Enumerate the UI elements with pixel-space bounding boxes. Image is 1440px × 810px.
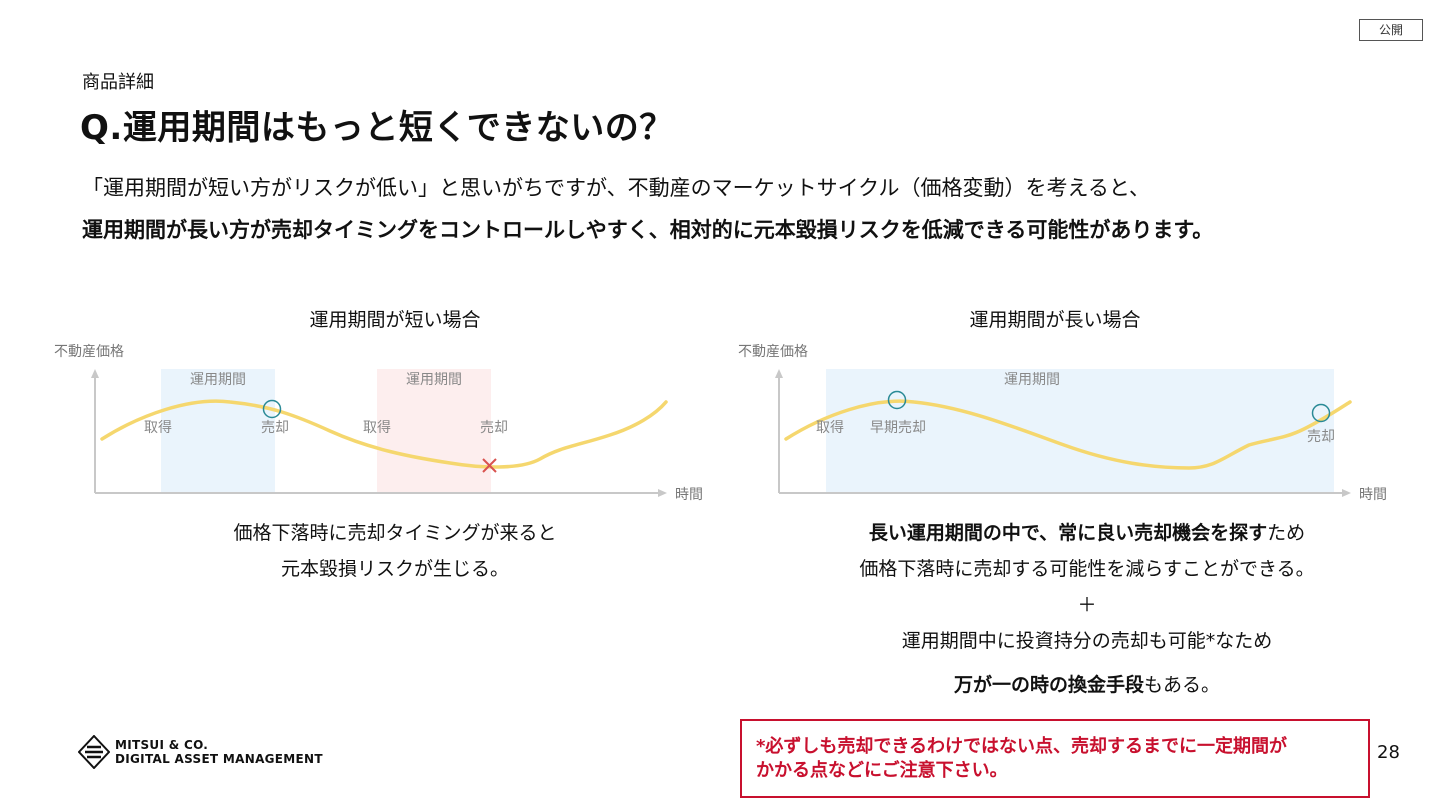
left-y-axis-arrow (91, 369, 99, 378)
page-title: Q.運用期間はもっと短くできないの？ (80, 108, 674, 148)
right-chart-title: 運用期間が長い場合 (969, 309, 1141, 331)
left-x-label: 時間 (675, 487, 703, 503)
left-y-label: 不動産価格 (54, 344, 124, 360)
right-caption-line-1-bold: 長い運用期間の中で、常に良い売却機会を探す (868, 522, 1268, 544)
right-caption-line-4: 万が一の時の換金手段もある。 (810, 667, 1364, 703)
left-x-axis-arrow (658, 489, 667, 497)
right-y-label: 不動産価格 (738, 344, 808, 360)
disclaimer-line-2: かかる点などにご注意下さい。 (756, 760, 1008, 781)
right-period-label: 運用期間 (1004, 372, 1060, 388)
intro-line-1: 「運用期間が短い方がリスクが低い」と思いがちですが、不動産のマーケットサイクル（… (82, 176, 1151, 200)
left-sell-1-label: 売却 (261, 420, 289, 436)
right-sell-label: 売却 (1307, 429, 1335, 445)
left-caption-line-1: 価格下落時に売却タイミングが来ると (233, 522, 557, 544)
right-caption-line-1: 長い運用期間の中で、常に良い売却機会を探すため (810, 515, 1364, 551)
right-caption-line-3: 運用期間中に投資持分の売却も可能*なため (901, 630, 1273, 652)
right-y-axis-arrow (775, 369, 783, 378)
right-caption-line-2: 価格下落時に売却する可能性を減らすことができる。 (859, 558, 1315, 580)
right-caption-line-4-rest: もある。 (1144, 674, 1221, 696)
right-period-band (826, 369, 1334, 493)
right-x-axis-arrow (1342, 489, 1351, 497)
left-loss-marker-b (482, 458, 497, 473)
right-x-label: 時間 (1359, 487, 1387, 503)
left-price-curve (100, 399, 668, 469)
left-period-2-band (377, 369, 491, 493)
left-acquire-1-label: 取得 (144, 419, 172, 436)
left-sell-marker (262, 399, 282, 419)
right-caption-line-4-bold: 万が一の時の換金手段 (953, 674, 1144, 696)
left-caption-line-2: 元本毀損リスクが生じる。 (280, 558, 509, 580)
right-caption-plus: ＋ (1077, 594, 1097, 616)
page-number: 28 (1377, 742, 1400, 763)
left-period-2-label: 運用期間 (406, 372, 462, 388)
intro-line-2: 運用期間が長い方が売却タイミングをコントロールしやすく、相対的に元本毀損リスクを… (82, 218, 1214, 242)
right-chart-diagram: 不動産価格 時間 運用期間 取得 早期売却 売却 (738, 344, 1387, 503)
left-chart-title: 運用期間が短い場合 (309, 309, 481, 331)
left-period-1-label: 運用期間 (190, 372, 246, 388)
left-sell-2-label: 売却 (480, 420, 508, 436)
right-caption: 長い運用期間の中で、常に良い売却機会を探すため 価格下落時に売却する可能性を減ら… (810, 515, 1364, 703)
logo-line-2: DIGITAL ASSET MANAGEMENT (115, 752, 323, 766)
left-period-1-band (161, 369, 275, 493)
company-logo-icon (78, 735, 110, 769)
public-badge: 公開 (1359, 19, 1423, 41)
left-chart-diagram: 不動産価格 時間 運用期間 運用期間 取得 売却 取得 売却 (54, 344, 703, 503)
left-acquire-2-label: 取得 (363, 419, 391, 436)
left-caption: 価格下落時に売却タイミングが来ると 元本毀損リスクが生じる。 (145, 515, 645, 587)
logo-line-1: MITSUI & CO. (115, 738, 209, 752)
section-label: 商品詳細 (82, 72, 154, 93)
right-acquire-label: 取得 (816, 419, 844, 436)
right-caption-line-1-rest: ため (1267, 522, 1306, 544)
disclaimer-line-1: *必ずしも売却できるわけではない点、売却するまでに一定期間が (756, 736, 1288, 757)
right-early-sell-label: 早期売却 (870, 420, 926, 436)
right-price-curve (784, 399, 1352, 470)
right-early-sell-marker (887, 390, 907, 410)
disclaimer-note: *必ずしも売却できるわけではない点、売却するまでに一定期間が かかる点などにご注… (740, 719, 1370, 798)
right-sell-marker (1311, 403, 1331, 423)
company-logo-text: MITSUI & CO. DIGITAL ASSET MANAGEMENT (115, 738, 323, 766)
